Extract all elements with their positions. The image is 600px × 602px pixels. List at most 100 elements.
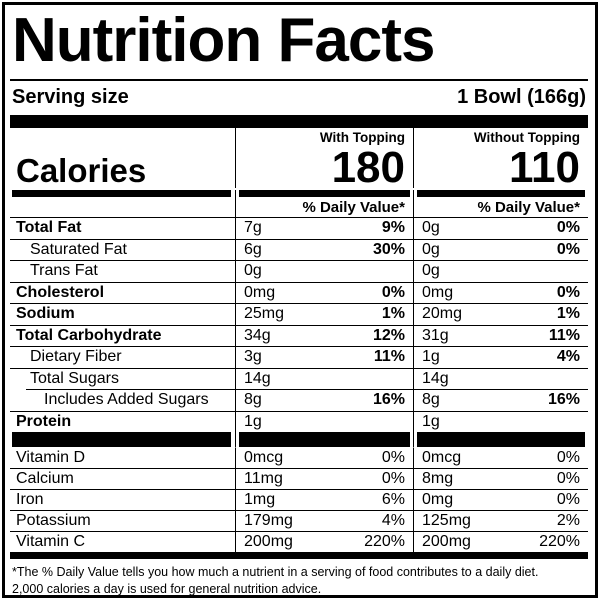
row-calcium: Calcium 11mg 0% 8mg 0% xyxy=(10,468,588,489)
amount-with-topping: 6g xyxy=(244,240,262,258)
calories-underline-left xyxy=(10,190,235,197)
without-topping-values: 125mg 2% xyxy=(413,510,588,531)
daily-value-with-topping: 6% xyxy=(381,491,405,508)
row-cholesterol: Cholesterol 0mg 0% 0mg 0% xyxy=(10,281,588,303)
amount-with-topping: 25mg xyxy=(244,305,285,323)
row-includes-added-sugars: Includes Added Sugars 8g 16% 8g 16% xyxy=(10,389,588,411)
daily-value-without-topping: 0% xyxy=(556,219,580,237)
separator-bar-without-topping xyxy=(413,432,588,447)
with-topping-values: 25mg 1% xyxy=(235,303,413,325)
calories-underline-band xyxy=(10,190,588,197)
daily-value-with-topping: 4% xyxy=(381,512,405,529)
daily-value-without-topping: 220% xyxy=(539,533,580,550)
nutrient-name: Potassium xyxy=(16,512,91,529)
calories-with-topping-value: 180 xyxy=(331,142,405,192)
calories-underline-without-topping xyxy=(413,190,588,197)
serving-size-label: Serving size xyxy=(12,86,129,108)
nutrient-name: Iron xyxy=(16,491,44,508)
nutrient-name: Total Carbohydrate xyxy=(16,326,162,344)
daily-value-with-topping: 11% xyxy=(373,348,405,366)
without-topping-values: 200mg 220% xyxy=(413,531,588,552)
separator-bar-with-topping xyxy=(235,432,413,447)
nutrient-name: Calcium xyxy=(16,470,74,487)
row-total-sugars: Total Sugars 14g 14g xyxy=(10,367,588,389)
without-topping-values: 0mg 0% xyxy=(413,489,588,510)
amount-without-topping: 0g xyxy=(422,240,440,258)
calories-with-topping-cell: With Topping 180 xyxy=(235,128,413,192)
with-topping-values: 11mg 0% xyxy=(235,468,413,489)
daily-value-without-topping: 0% xyxy=(556,283,580,301)
amount-with-topping: 179mg xyxy=(244,512,293,529)
amount-without-topping: 0g xyxy=(422,219,440,237)
without-topping-values: 1g 4% xyxy=(413,346,588,368)
daily-value-without-topping: 0% xyxy=(556,449,580,466)
amount-with-topping: 34g xyxy=(244,326,271,344)
footnote-line-2: 2,000 calories a day is used for general… xyxy=(12,581,322,596)
amount-with-topping: 7g xyxy=(244,219,262,237)
nutrients-section: Total Fat 7g 9% 0g 0% Saturated Fat 6g 3… xyxy=(10,217,588,432)
amount-without-topping: 14g xyxy=(422,369,449,387)
without-topping-values: 0mg 0% xyxy=(413,281,588,303)
row-trans-fat: Trans Fat 0g 0g xyxy=(10,260,588,282)
amount-with-topping: 1mg xyxy=(244,491,276,508)
amount-with-topping: 1g xyxy=(244,412,262,430)
row-potassium: Potassium 179mg 4% 125mg 2% xyxy=(10,510,588,531)
amount-without-topping: 8mg xyxy=(422,470,454,487)
with-topping-values: 0mg 0% xyxy=(235,281,413,303)
with-topping-values: 8g 16% xyxy=(235,389,413,411)
amount-with-topping: 0mg xyxy=(244,283,276,301)
row-total-fat: Total Fat 7g 9% 0g 0% xyxy=(10,217,588,239)
with-topping-values: 7g 9% xyxy=(235,217,413,239)
footnote-bar xyxy=(10,552,588,559)
amount-with-topping: 14g xyxy=(244,369,271,387)
row-vitamin-c: Vitamin C 200mg 220% 200mg 220% xyxy=(10,531,588,552)
daily-value-with-topping: 9% xyxy=(381,219,405,237)
amount-with-topping: 11mg xyxy=(244,470,283,487)
daily-value-with-topping: 0% xyxy=(381,283,405,301)
amount-without-topping: 0mg xyxy=(422,491,454,508)
without-topping-header: Without Topping xyxy=(473,130,580,145)
top-section-bar xyxy=(10,115,588,128)
with-topping-header: With Topping xyxy=(319,130,405,145)
amount-without-topping: 20mg xyxy=(422,305,463,323)
serving-size-value: 1 Bowl (166g) xyxy=(457,86,586,108)
without-topping-values: 8g 16% xyxy=(413,389,588,411)
nutrient-name: Total Fat xyxy=(16,219,82,237)
without-topping-values: 0g xyxy=(413,260,588,282)
row-iron: Iron 1mg 6% 0mg 0% xyxy=(10,489,588,510)
daily-value-without-topping: 2% xyxy=(556,512,580,529)
row-saturated-fat: Saturated Fat 6g 30% 0g 0% xyxy=(10,238,588,260)
without-topping-values: 0mcg 0% xyxy=(413,447,588,468)
without-topping-values: 31g 11% xyxy=(413,324,588,346)
daily-value-with-topping: 1% xyxy=(381,305,405,323)
daily-value-with-topping: 30% xyxy=(372,240,405,258)
nutrient-name: Includes Added Sugars xyxy=(44,391,209,409)
daily-value-with-topping: 0% xyxy=(381,470,405,487)
daily-value-header-row: % Daily Value* % Daily Value* xyxy=(10,197,588,217)
separator-bar-left xyxy=(10,432,235,447)
daily-value-without-topping: 1% xyxy=(556,305,580,323)
nutrient-name: Dietary Fiber xyxy=(30,348,122,366)
nutrient-name: Cholesterol xyxy=(16,283,105,301)
footnote: *The % Daily Value tells you how much a … xyxy=(10,559,588,596)
amount-without-topping: 1g xyxy=(422,348,440,366)
amount-without-topping: 1g xyxy=(422,412,440,430)
daily-value-header-without-topping: % Daily Value* xyxy=(413,197,588,217)
daily-value-without-topping: 0% xyxy=(556,491,580,508)
with-topping-values: 3g 11% xyxy=(235,346,413,368)
calories-without-topping-cell: Without Topping 110 xyxy=(413,128,588,189)
with-topping-values: 1g xyxy=(235,410,413,432)
without-topping-values: 14g xyxy=(413,367,588,389)
daily-value-without-topping: 11% xyxy=(548,326,580,344)
nutrient-name: Vitamin C xyxy=(16,533,86,550)
daily-value-with-topping: 12% xyxy=(372,326,405,344)
calories-block: Calories With Topping 180 Without Toppin… xyxy=(10,128,588,192)
row-vitamin-d: Vitamin D 0mcg 0% 0mcg 0% xyxy=(10,447,588,468)
without-topping-values: 8mg 0% xyxy=(413,468,588,489)
amount-without-topping: 8g xyxy=(422,391,440,409)
amount-without-topping: 31g xyxy=(422,326,449,344)
with-topping-values: 200mg 220% xyxy=(235,531,413,552)
without-topping-values: 1g xyxy=(413,410,588,432)
row-total-carbohydrate: Total Carbohydrate 34g 12% 31g 11% xyxy=(10,324,588,346)
